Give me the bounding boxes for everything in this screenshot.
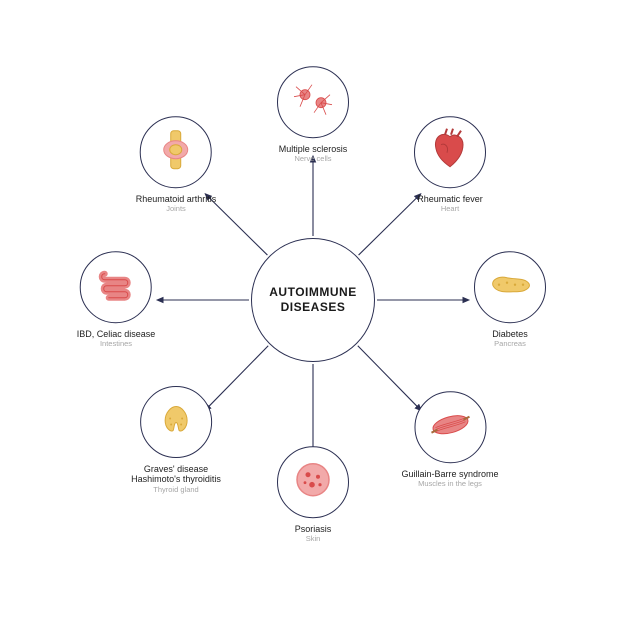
node-label: Graves' disease <box>131 464 221 474</box>
arrow <box>359 194 421 255</box>
node-circle <box>277 66 349 138</box>
joint-icon <box>151 125 201 180</box>
node-rheumfev: Rheumatic fever Heart <box>414 116 486 214</box>
center-circle: AUTOIMMUNE DISEASES <box>251 238 375 362</box>
node-label-2: Hashimoto's thyroiditis <box>131 474 221 484</box>
node-graves: Graves' diseaseHashimoto's thyroiditis Th… <box>131 386 221 494</box>
node-ms: Multiple sclerosis Nerve cells <box>277 66 349 164</box>
node-label: IBD, Celiac disease <box>77 329 156 339</box>
skin-icon <box>288 455 338 510</box>
node-sublabel: Thyroid gland <box>131 486 221 494</box>
node-label: Rheumatoid arthritis <box>136 194 217 204</box>
node-ibd: IBD, Celiac disease Intestines <box>77 251 156 349</box>
node-label: Multiple sclerosis <box>277 144 349 154</box>
node-circle <box>140 116 212 188</box>
center-title-line1: AUTOIMMUNE <box>269 285 356 300</box>
node-labels: Rheumatic fever Heart <box>414 194 486 214</box>
muscle-icon <box>425 400 475 455</box>
node-sublabel: Heart <box>414 206 486 214</box>
node-label: Rheumatic fever <box>414 194 486 204</box>
center-title-line2: DISEASES <box>269 300 356 315</box>
node-label: Diabetes <box>474 329 546 339</box>
node-circle <box>414 116 486 188</box>
node-circle <box>80 251 152 323</box>
node-sublabel: Nerve cells <box>277 156 349 164</box>
node-labels: Rheumatoid arthritis Joints <box>136 194 217 214</box>
node-labels: IBD, Celiac disease Intestines <box>77 329 156 349</box>
node-sublabel: Muscles in the legs <box>401 481 498 489</box>
node-gbs: Guillain-Barre syndrome Muscles in the le… <box>401 391 498 489</box>
node-circle <box>140 386 212 458</box>
node-labels: Graves' diseaseHashimoto's thyroiditis Th… <box>131 464 221 494</box>
node-circle <box>277 446 349 518</box>
pancreas-icon <box>485 260 535 315</box>
node-labels: Diabetes Pancreas <box>474 329 546 349</box>
node-sublabel: Pancreas <box>474 341 546 349</box>
node-labels: Psoriasis Skin <box>277 524 349 544</box>
node-ra: Rheumatoid arthritis Joints <box>136 116 217 214</box>
node-circle <box>414 391 486 463</box>
intestine-icon <box>91 260 141 315</box>
node-label: Psoriasis <box>277 524 349 534</box>
center-title: AUTOIMMUNE DISEASES <box>269 285 356 315</box>
node-diabetes: Diabetes Pancreas <box>474 251 546 349</box>
node-circle <box>474 251 546 323</box>
node-labels: Guillain-Barre syndrome Muscles in the le… <box>401 469 498 489</box>
diagram-canvas: AUTOIMMUNE DISEASES Multiple sclerosis Ne… <box>0 0 626 626</box>
nerve-icon <box>288 75 338 130</box>
node-sublabel: Intestines <box>77 341 156 349</box>
thyroid-icon <box>151 395 201 450</box>
node-psoriasis: Psoriasis Skin <box>277 446 349 544</box>
node-labels: Multiple sclerosis Nerve cells <box>277 144 349 164</box>
node-sublabel: Skin <box>277 536 349 544</box>
node-sublabel: Joints <box>136 206 217 214</box>
node-label: Guillain-Barre syndrome <box>401 469 498 479</box>
heart-icon <box>425 125 475 180</box>
